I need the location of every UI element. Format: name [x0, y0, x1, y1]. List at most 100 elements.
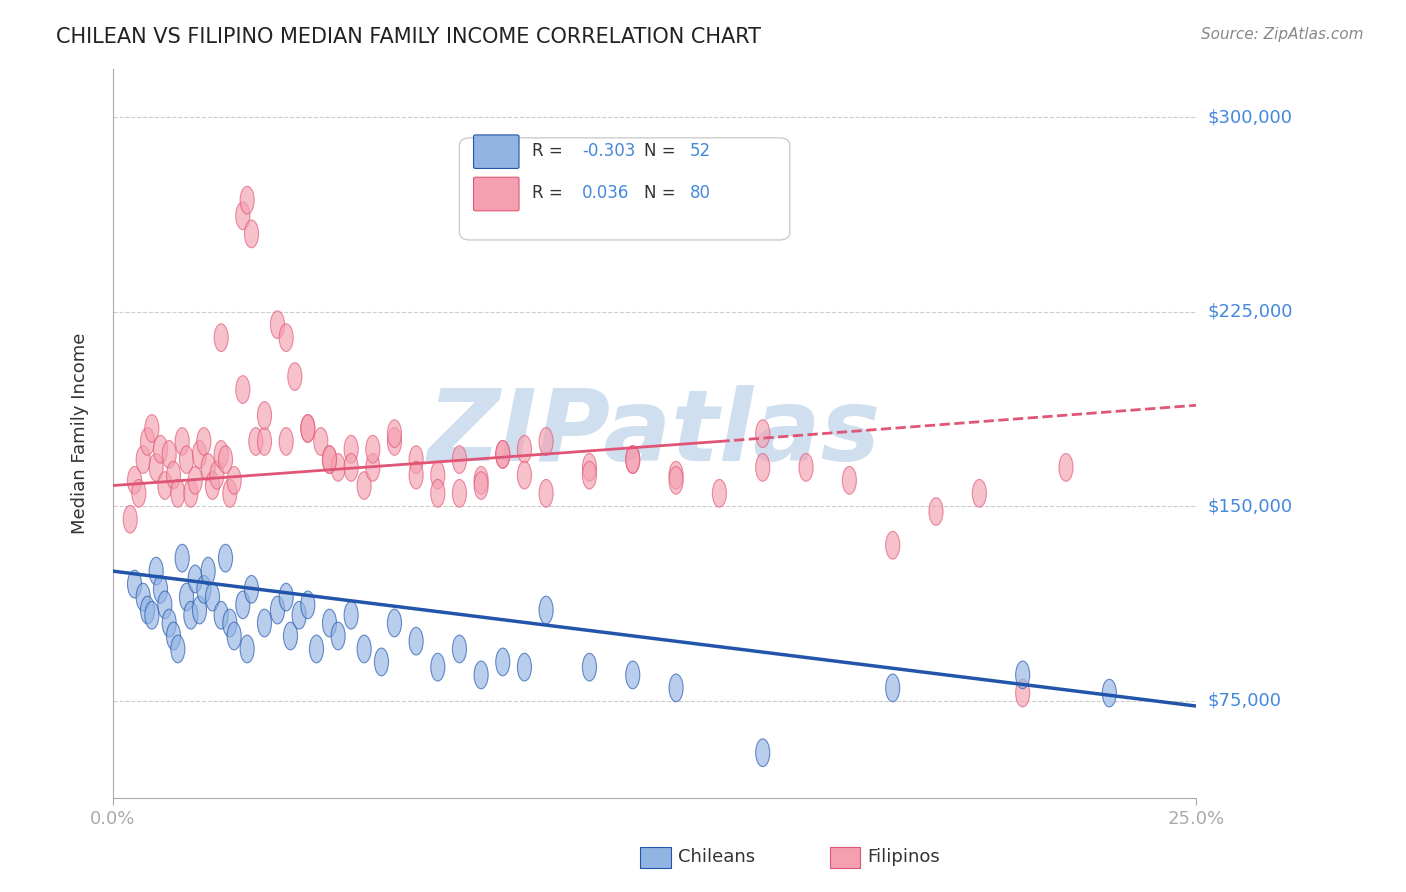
Ellipse shape [430, 461, 444, 489]
Ellipse shape [228, 622, 242, 650]
FancyBboxPatch shape [474, 135, 519, 169]
Ellipse shape [626, 661, 640, 689]
Ellipse shape [366, 435, 380, 463]
Ellipse shape [755, 739, 769, 766]
Ellipse shape [517, 653, 531, 681]
Ellipse shape [240, 186, 254, 214]
Ellipse shape [626, 446, 640, 474]
Text: $225,000: $225,000 [1208, 302, 1292, 321]
Ellipse shape [453, 635, 467, 663]
Ellipse shape [538, 596, 553, 624]
Ellipse shape [245, 575, 259, 603]
Ellipse shape [322, 446, 336, 474]
Ellipse shape [236, 591, 250, 619]
Ellipse shape [280, 427, 294, 455]
Text: -0.303: -0.303 [582, 142, 636, 160]
Ellipse shape [162, 441, 176, 468]
Ellipse shape [280, 583, 294, 611]
Ellipse shape [214, 601, 228, 629]
Ellipse shape [176, 544, 190, 572]
Ellipse shape [474, 661, 488, 689]
Text: 52: 52 [690, 142, 711, 160]
Ellipse shape [357, 472, 371, 500]
Ellipse shape [201, 453, 215, 482]
Ellipse shape [236, 376, 250, 403]
Ellipse shape [201, 558, 215, 585]
Ellipse shape [755, 420, 769, 448]
Ellipse shape [145, 601, 159, 629]
Text: 0.036: 0.036 [582, 185, 630, 202]
Ellipse shape [184, 601, 198, 629]
Ellipse shape [496, 648, 510, 676]
Ellipse shape [166, 461, 180, 489]
Ellipse shape [474, 472, 488, 500]
Ellipse shape [136, 583, 150, 611]
Ellipse shape [170, 480, 184, 508]
Ellipse shape [1059, 453, 1073, 482]
Ellipse shape [330, 622, 346, 650]
Ellipse shape [322, 446, 336, 474]
Ellipse shape [214, 324, 228, 351]
Ellipse shape [197, 427, 211, 455]
FancyBboxPatch shape [474, 178, 519, 211]
Text: CHILEAN VS FILIPINO MEDIAN FAMILY INCOME CORRELATION CHART: CHILEAN VS FILIPINO MEDIAN FAMILY INCOME… [56, 27, 761, 46]
Ellipse shape [388, 420, 402, 448]
Ellipse shape [374, 648, 388, 676]
Ellipse shape [929, 498, 943, 525]
Ellipse shape [517, 435, 531, 463]
Ellipse shape [153, 575, 167, 603]
Ellipse shape [214, 441, 228, 468]
Ellipse shape [188, 565, 202, 593]
Ellipse shape [218, 544, 232, 572]
Ellipse shape [149, 453, 163, 482]
Ellipse shape [582, 653, 596, 681]
Ellipse shape [330, 453, 346, 482]
Text: $75,000: $75,000 [1208, 692, 1281, 710]
Text: ZIPatlas: ZIPatlas [427, 384, 882, 482]
Ellipse shape [388, 609, 402, 637]
Ellipse shape [366, 453, 380, 482]
Ellipse shape [314, 427, 328, 455]
Ellipse shape [218, 446, 232, 474]
Ellipse shape [496, 441, 510, 468]
Ellipse shape [245, 220, 259, 248]
Ellipse shape [582, 461, 596, 489]
Ellipse shape [538, 427, 553, 455]
Ellipse shape [236, 202, 250, 229]
Ellipse shape [474, 467, 488, 494]
Ellipse shape [188, 467, 202, 494]
Ellipse shape [193, 441, 207, 468]
Ellipse shape [157, 472, 172, 500]
Ellipse shape [322, 609, 336, 637]
Ellipse shape [713, 480, 727, 508]
Ellipse shape [430, 653, 444, 681]
Ellipse shape [1015, 679, 1029, 707]
Ellipse shape [162, 609, 176, 637]
Ellipse shape [128, 467, 142, 494]
Ellipse shape [149, 558, 163, 585]
Text: R =: R = [531, 185, 568, 202]
Ellipse shape [209, 461, 224, 489]
Text: Chileans: Chileans [678, 848, 755, 866]
Ellipse shape [257, 401, 271, 429]
Text: $150,000: $150,000 [1208, 497, 1292, 516]
Y-axis label: Median Family Income: Median Family Income [72, 333, 89, 534]
Ellipse shape [799, 453, 813, 482]
Ellipse shape [409, 446, 423, 474]
Ellipse shape [344, 453, 359, 482]
Ellipse shape [240, 635, 254, 663]
Ellipse shape [284, 622, 298, 650]
Ellipse shape [1102, 679, 1116, 707]
Ellipse shape [301, 415, 315, 442]
Text: N =: N = [644, 185, 681, 202]
Ellipse shape [124, 506, 138, 533]
Ellipse shape [145, 415, 159, 442]
Ellipse shape [132, 480, 146, 508]
Ellipse shape [180, 446, 194, 474]
Ellipse shape [141, 427, 155, 455]
Ellipse shape [157, 591, 172, 619]
Ellipse shape [344, 435, 359, 463]
Ellipse shape [257, 609, 271, 637]
Ellipse shape [409, 461, 423, 489]
Ellipse shape [453, 446, 467, 474]
